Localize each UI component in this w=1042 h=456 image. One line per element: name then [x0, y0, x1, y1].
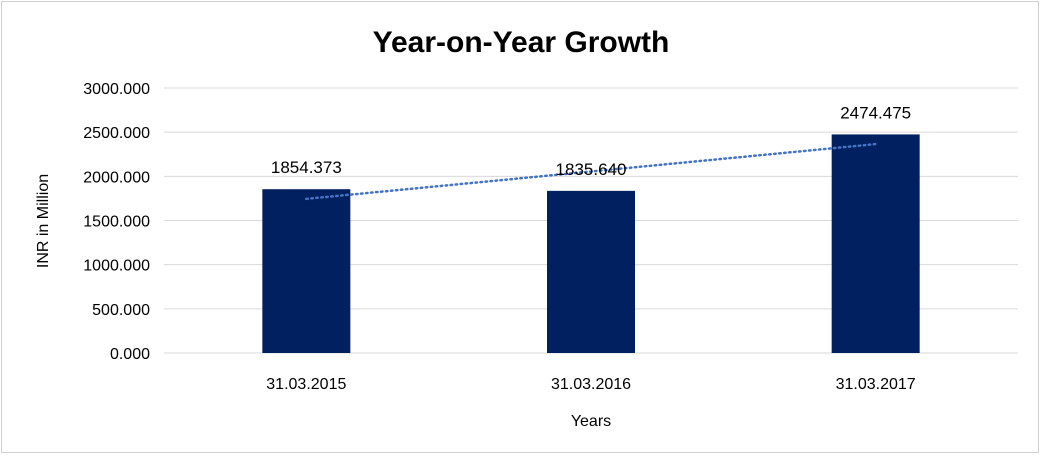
bar — [831, 134, 920, 353]
data-label: 2474.475 — [840, 103, 911, 122]
y-tick-label: 1500.000 — [83, 214, 150, 231]
x-tick-label: 31.03.2016 — [551, 376, 631, 393]
chart-title: Year-on-Year Growth — [373, 26, 670, 59]
data-label: 1854.373 — [271, 158, 342, 177]
x-axis-title: Years — [571, 413, 611, 430]
y-tick-label: 2500.000 — [83, 125, 150, 142]
y-tick-label: 1000.000 — [83, 258, 150, 275]
y-tick-label: 2000.000 — [83, 169, 150, 186]
bar — [262, 189, 351, 353]
x-tick-label: 31.03.2017 — [836, 376, 916, 393]
y-tick-label: 3000.000 — [83, 81, 150, 98]
bars — [262, 134, 920, 353]
y-axis-title: INR in Million — [35, 174, 52, 268]
x-axis-ticks: 31.03.2015 31.03.2016 31.03.2017 — [266, 376, 916, 393]
y-axis-ticks: 0.000 500.000 1000.000 1500.000 2000.000 2500… — [83, 81, 150, 363]
data-label: 1835.640 — [556, 160, 627, 179]
y-tick-label: 500.000 — [92, 302, 150, 319]
trendline — [305, 142, 877, 201]
bar — [547, 190, 635, 353]
data-labels: 1854.373 1835.640 2474.475 — [271, 103, 911, 178]
x-tick-label: 31.03.2015 — [266, 376, 346, 393]
trendline-path — [305, 142, 877, 201]
y-tick-label: 0.000 — [110, 346, 150, 363]
